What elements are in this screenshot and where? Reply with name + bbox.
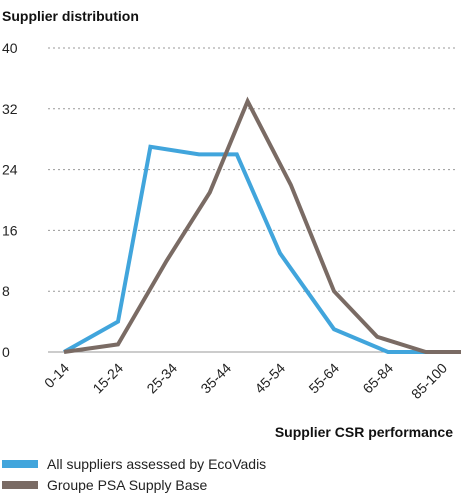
y-tick-label-8: 8 xyxy=(2,283,10,299)
y-tick-label-0: 0 xyxy=(2,344,10,360)
y-tick-label-32: 32 xyxy=(2,101,18,117)
x-tick-label-65-84: 65-84 xyxy=(359,360,396,397)
x-tick-label-55-64: 55-64 xyxy=(305,360,342,397)
x-tick-labels: 0-14 15-24 25-34 35-44 45-54 55-64 65-84 85-100 xyxy=(41,360,450,402)
y-tick-label-40: 40 xyxy=(2,40,18,56)
chart-title: Supplier distribution xyxy=(2,8,139,24)
legend: All suppliers assessed by EcoVadis Group… xyxy=(2,456,266,493)
x-tick-label-0-14: 0-14 xyxy=(41,360,72,391)
x-tick-label-35-44: 35-44 xyxy=(197,360,234,397)
legend-swatch-all-suppliers xyxy=(2,460,38,468)
y-tick-labels: 0 8 16 24 32 40 xyxy=(2,40,18,360)
legend-label-all-suppliers: All suppliers assessed by EcoVadis xyxy=(47,456,266,472)
y-tick-label-24: 24 xyxy=(2,162,18,178)
legend-label-psa-supply-base: Groupe PSA Supply Base xyxy=(47,477,208,493)
grid-lines xyxy=(48,47,458,353)
series-lines xyxy=(63,96,461,354)
series-line-1 xyxy=(63,144,461,354)
x-axis-label: Supplier CSR performance xyxy=(275,424,453,440)
legend-swatch-psa-supply-base xyxy=(2,481,38,489)
x-tick-label-15-24: 15-24 xyxy=(89,360,126,397)
series-line-2 xyxy=(63,96,461,354)
x-tick-label-45-54: 45-54 xyxy=(251,360,288,397)
x-tick-label-85-100: 85-100 xyxy=(408,360,450,402)
y-tick-label-16: 16 xyxy=(2,222,18,238)
x-tick-label-25-34: 25-34 xyxy=(143,360,180,397)
